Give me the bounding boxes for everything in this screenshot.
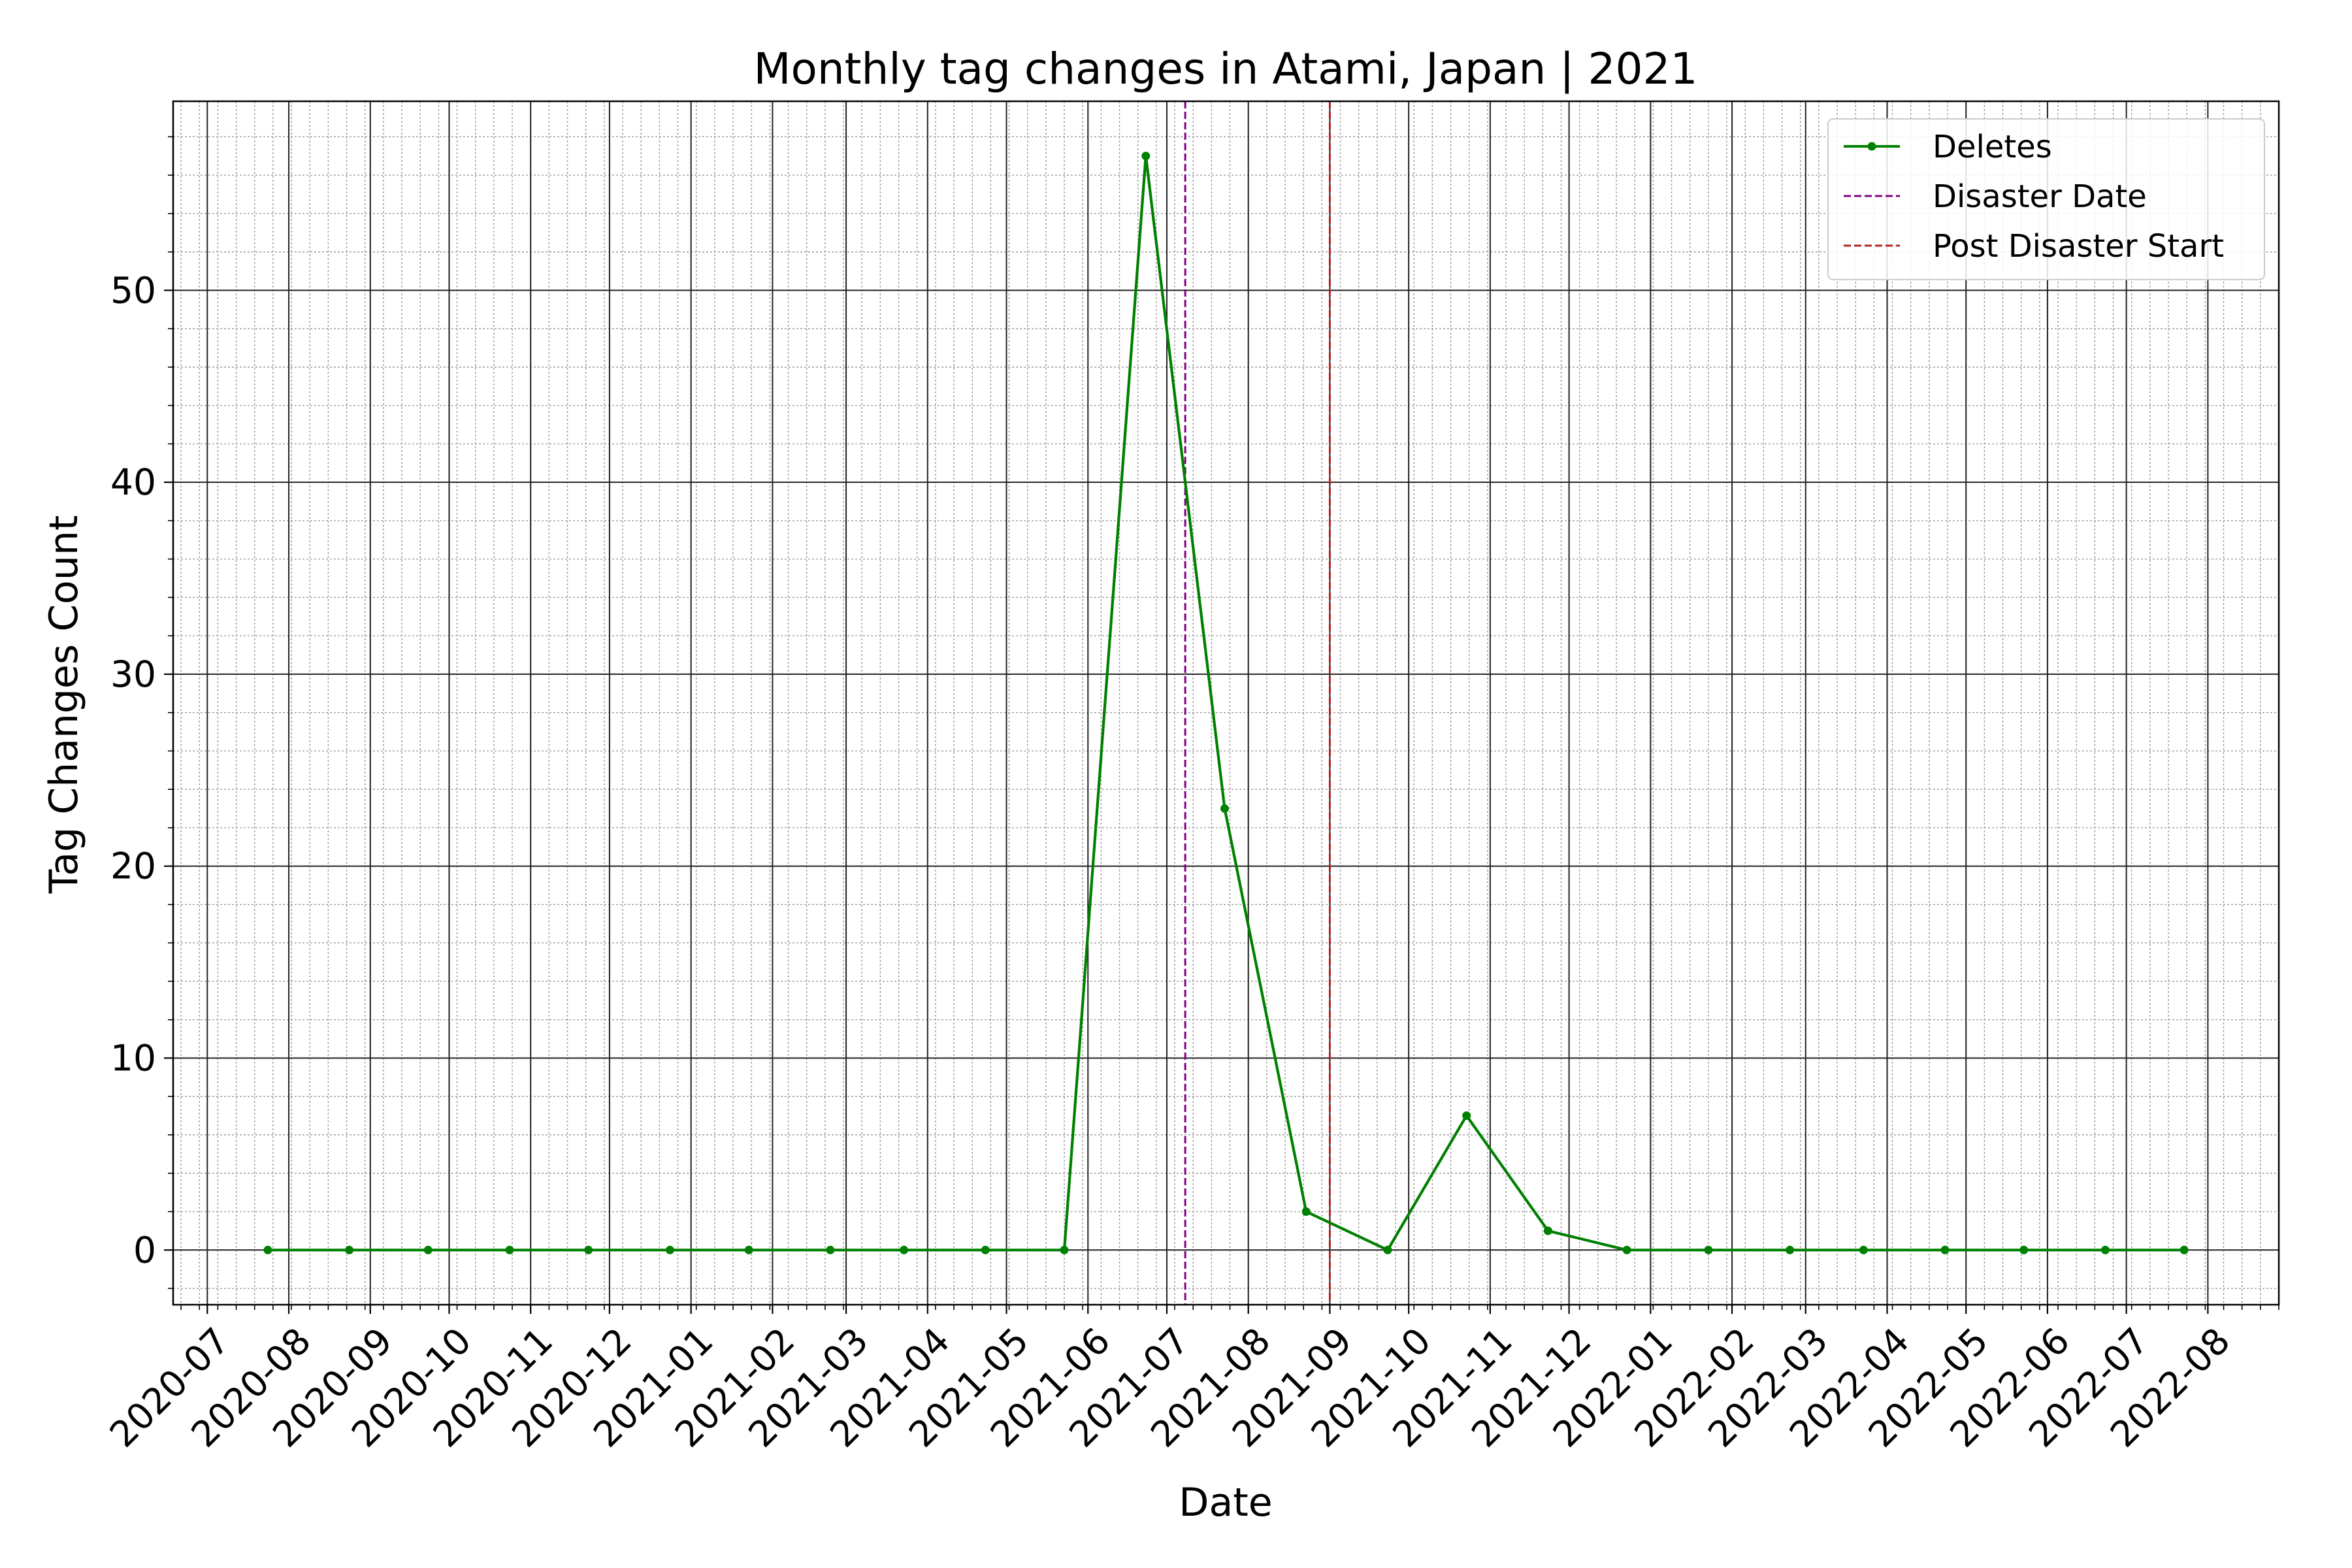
data-point-deletes	[900, 1245, 909, 1254]
reference-lines	[1184, 101, 1331, 1305]
data-point-deletes	[345, 1245, 354, 1254]
x-axis-ticks: 2020-072020-082020-092020-102020-112020-…	[102, 1305, 2279, 1456]
data-point-deletes	[1786, 1245, 1795, 1254]
data-point-deletes	[744, 1245, 753, 1254]
data-point-deletes	[1301, 1207, 1311, 1216]
major-grid	[173, 101, 2279, 1305]
data-point-deletes	[584, 1245, 593, 1254]
data-point-deletes	[1141, 152, 1151, 161]
data-point-deletes	[423, 1245, 433, 1254]
y-tick-label: 50	[110, 269, 156, 311]
legend-box	[1827, 118, 2265, 280]
y-tick-label: 30	[110, 653, 156, 695]
minor-grid	[173, 101, 2279, 1305]
legend-marker-deletes	[1867, 142, 1876, 151]
data-point-deletes	[505, 1245, 514, 1254]
data-point-deletes	[1704, 1245, 1713, 1254]
y-tick-label: 0	[133, 1229, 156, 1271]
plot-frame	[172, 100, 2280, 1306]
data-point-deletes	[2100, 1245, 2110, 1254]
x-axis-label: Date	[1179, 1480, 1272, 1526]
legend-label-post-disaster-start: Post Disaster Start	[1933, 228, 2224, 265]
y-axis-label: Tag Changes Count	[41, 515, 87, 894]
y-tick-label: 40	[110, 461, 156, 503]
legend-label-deletes: Deletes	[1933, 129, 2052, 165]
data-point-deletes	[1940, 1245, 1950, 1254]
legend-label-disaster-date: Disaster Date	[1933, 178, 2147, 215]
data-point-deletes	[2180, 1245, 2189, 1254]
series-line-deletes	[267, 154, 2185, 1252]
data-point-deletes	[1060, 1245, 1069, 1254]
series-layer	[263, 152, 2189, 1254]
data-point-deletes	[981, 1245, 990, 1254]
data-point-deletes	[263, 1245, 272, 1254]
legend: Deletes Disaster Date Post Disaster Star…	[1827, 118, 2265, 280]
y-axis-ticks: 0 10 20 30 40 50	[110, 136, 173, 1289]
data-point-deletes	[1462, 1111, 1471, 1120]
data-point-deletes	[1859, 1245, 1868, 1254]
data-point-deletes	[1543, 1226, 1552, 1235]
y-tick-label: 20	[110, 845, 156, 887]
data-point-deletes	[2019, 1245, 2029, 1254]
data-point-deletes	[1220, 804, 1229, 813]
data-point-deletes	[1383, 1245, 1392, 1254]
data-point-deletes	[1622, 1245, 1631, 1254]
data-point-deletes	[666, 1245, 674, 1254]
data-point-deletes	[826, 1245, 835, 1254]
y-tick-label: 10	[110, 1037, 156, 1079]
chart-title: Monthly tag changes in Atami, Japan | 20…	[754, 44, 1698, 94]
